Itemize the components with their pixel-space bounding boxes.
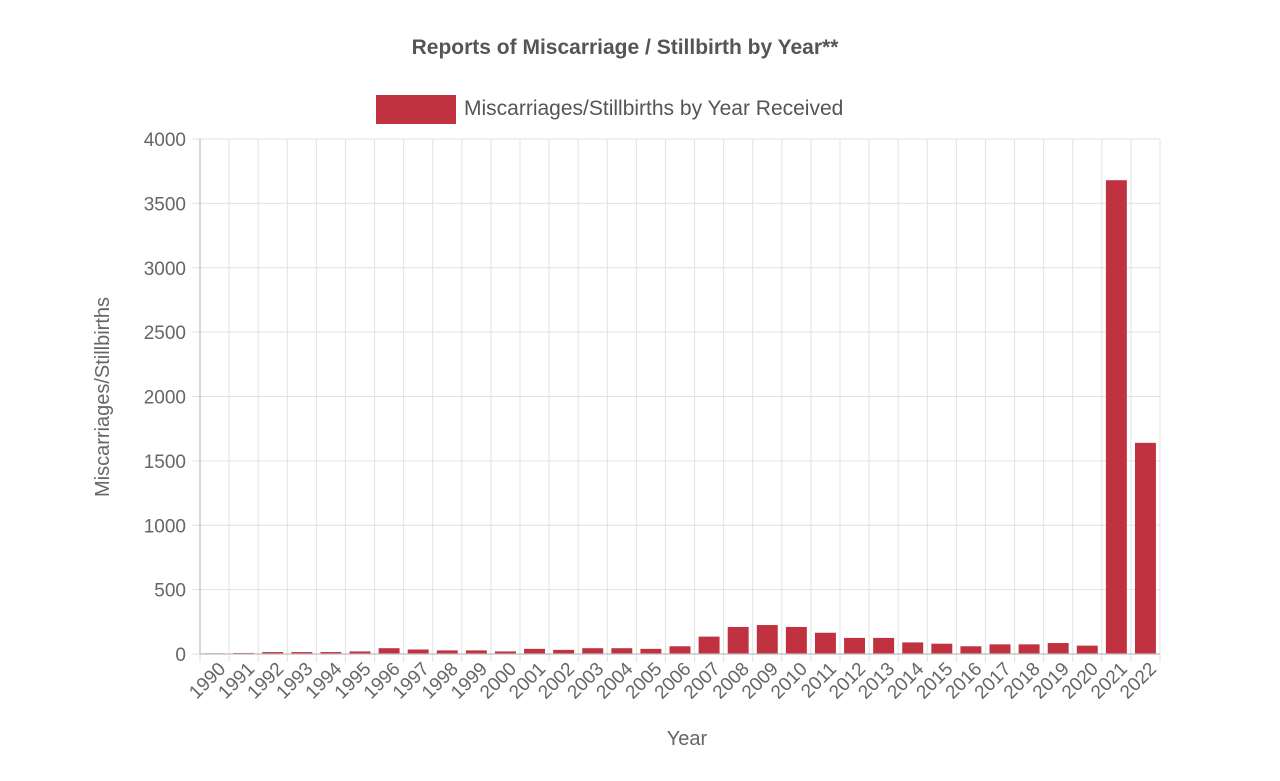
bar-2016: [960, 646, 982, 654]
bar-1995: [349, 651, 371, 654]
y-axis-label: Miscarriages/Stillbirths: [92, 297, 114, 497]
y-tick-label: 2500: [144, 323, 186, 344]
chart-title: Reports of Miscarriage / Stillbirth by Y…: [412, 36, 840, 59]
bar-2004: [611, 648, 633, 654]
bar-2006: [669, 646, 691, 654]
bar-1997: [407, 649, 429, 654]
bar-2012: [844, 637, 866, 654]
x-tick-labels: 1990199119921993199419951996199719981999…: [185, 658, 1161, 703]
bar-2008: [727, 626, 749, 654]
y-tick-label: 2000: [144, 388, 186, 409]
bar-2000: [494, 651, 516, 654]
bar-1992: [262, 652, 284, 654]
y-tick-label: 4000: [144, 130, 186, 151]
bar-2007: [698, 636, 720, 654]
bar-2018: [1018, 644, 1040, 654]
y-tick-label: 500: [154, 581, 186, 602]
y-tick-labels: 0 500 1000 1500 2000 2500 3000 3500 4000: [144, 130, 186, 666]
x-axis-label: Year: [667, 728, 708, 750]
bar-2019: [1047, 643, 1069, 654]
bar-2002: [553, 649, 575, 654]
legend: Miscarriages/Stillbirths by Year Receive…: [376, 95, 843, 124]
y-tick-label: 1000: [144, 516, 186, 537]
bar-1994: [320, 652, 342, 654]
bar-2011: [814, 632, 836, 654]
legend-swatch: [376, 95, 456, 124]
axes: [199, 139, 1160, 655]
bar-1993: [291, 652, 313, 654]
y-tick-label: 3500: [144, 194, 186, 215]
y-tick-label: 1500: [144, 452, 186, 473]
bar-2020: [1076, 645, 1098, 654]
bar-1998: [436, 650, 458, 654]
bar-2022: [1134, 442, 1156, 654]
bar-2021: [1105, 180, 1127, 654]
bar-2013: [873, 637, 895, 654]
grid: [192, 138, 1161, 662]
bar-2014: [902, 642, 924, 654]
bar-2009: [756, 625, 778, 654]
y-tick-label: 3000: [144, 259, 186, 280]
bar-2015: [931, 643, 953, 654]
bar-2001: [524, 648, 546, 654]
y-tick-label: 0: [175, 645, 186, 666]
bar-2005: [640, 648, 662, 654]
bar-1996: [378, 648, 400, 654]
legend-label: Miscarriages/Stillbirths by Year Receive…: [464, 97, 843, 120]
bar-1999: [465, 650, 487, 654]
bar-2003: [582, 648, 604, 654]
bar-2017: [989, 644, 1011, 654]
bars: [204, 180, 1156, 654]
bar-2010: [785, 626, 807, 654]
